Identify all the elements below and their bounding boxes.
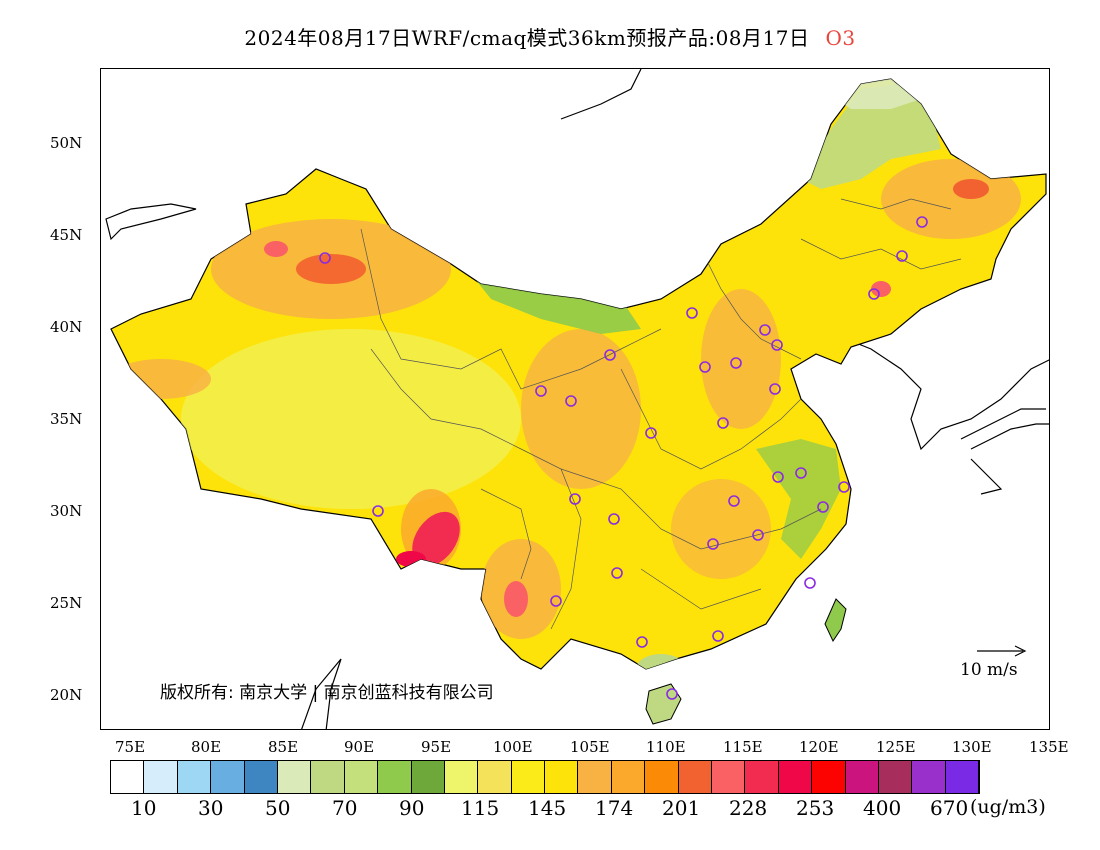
color-scale-cell — [444, 761, 479, 793]
lon-label-125e: 125E — [876, 738, 916, 756]
lat-label-20n: 20N — [50, 686, 83, 704]
color-scale-cell — [611, 761, 646, 793]
lat-label-30n: 30N — [50, 502, 83, 520]
color-scale-cell — [244, 761, 278, 793]
color-scale-cell — [745, 761, 779, 793]
lon-label-130e: 130E — [952, 738, 992, 756]
scale-label: 145 — [528, 796, 567, 820]
color-scale-cell — [511, 761, 546, 793]
lon-label-115e: 115E — [723, 738, 763, 756]
color-scale-cell — [478, 761, 512, 793]
scale-label: 30 — [198, 796, 224, 820]
color-scale-cell — [545, 761, 579, 793]
wind-scale-label: 10 m/s — [960, 660, 1018, 680]
color-scale-cell — [311, 761, 345, 793]
lat-label-45n: 45N — [50, 226, 83, 244]
lon-label-85e: 85E — [268, 738, 299, 756]
lon-label-135e: 135E — [1029, 738, 1069, 756]
scale-label: 70 — [332, 796, 358, 820]
lat-label-35n: 35N — [50, 410, 83, 428]
lat-label-50n: 50N — [50, 134, 83, 152]
scale-label: 228 — [729, 796, 768, 820]
china-ozone-map — [105, 69, 1049, 729]
color-scale-cell — [712, 761, 746, 793]
color-scale-cell — [411, 761, 445, 793]
lon-label-80e: 80E — [191, 738, 222, 756]
color-scale-cell — [945, 761, 980, 793]
lon-label-95e: 95E — [421, 738, 452, 756]
lon-label-100e: 100E — [493, 738, 533, 756]
color-scale-cell — [812, 761, 846, 793]
scale-label: 400 — [863, 796, 902, 820]
lon-label-110e: 110E — [646, 738, 686, 756]
lon-label-90e: 90E — [344, 738, 375, 756]
pollutant-label: O3 — [825, 26, 856, 50]
scale-unit: (ug/m3) — [970, 796, 1046, 818]
color-scale-cell — [878, 761, 913, 793]
color-scale-cell — [378, 761, 412, 793]
color-scale-cell — [211, 761, 245, 793]
map-title: 2024年08月17日WRF/cmaq模式36km预报产品:08月17日 O3 — [0, 22, 1100, 51]
lon-label-120e: 120E — [799, 738, 839, 756]
scale-label: 174 — [595, 796, 634, 820]
color-scale-cell — [578, 761, 612, 793]
lat-label-40n: 40N — [50, 318, 83, 336]
map-frame — [100, 68, 1050, 730]
lat-label-25n: 25N — [50, 594, 83, 612]
scale-label: 253 — [796, 796, 835, 820]
color-scale-bar — [110, 760, 981, 794]
color-scale-cell — [845, 761, 879, 793]
scale-label: 201 — [662, 796, 701, 820]
color-scale-cell — [144, 761, 178, 793]
scale-label: 115 — [461, 796, 500, 820]
color-scale-cell — [778, 761, 813, 793]
scale-label: 90 — [399, 796, 425, 820]
lon-label-105e: 105E — [570, 738, 610, 756]
color-scale-cell — [177, 761, 212, 793]
color-scale-cell — [678, 761, 713, 793]
scale-label: 10 — [131, 796, 157, 820]
copyright-text: 版权所有: 南京大学 | 南京创蓝科技有限公司 — [160, 683, 494, 703]
color-scale-cell — [344, 761, 379, 793]
color-scale-cell — [645, 761, 679, 793]
color-scale-cell — [912, 761, 946, 793]
color-scale-cell — [111, 761, 145, 793]
lon-label-75e: 75E — [115, 738, 146, 756]
scale-label: 670 — [930, 796, 969, 820]
scale-label: 50 — [265, 796, 291, 820]
color-scale-cell — [277, 761, 312, 793]
title-text: 2024年08月17日WRF/cmaq模式36km预报产品:08月17日 — [244, 26, 810, 50]
